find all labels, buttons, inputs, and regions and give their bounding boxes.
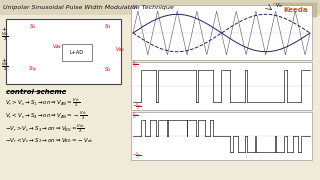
Text: $\frac{V_{dc}}{2}$: $\frac{V_{dc}}{2}$ <box>132 59 139 71</box>
Text: $\frac{V_{dc}}{2}$: $\frac{V_{dc}}{2}$ <box>1 31 9 43</box>
Text: $S_1$: $S_1$ <box>29 22 37 32</box>
Text: $V_m$: $V_m$ <box>275 2 284 10</box>
Text: $V_{AN}$: $V_{AN}$ <box>52 42 62 51</box>
Text: $+$: $+$ <box>1 56 7 64</box>
Text: $-\frac{V_{dc}}{2}$: $-\frac{V_{dc}}{2}$ <box>132 150 142 162</box>
Bar <box>273 3 317 17</box>
Text: $-\frac{V_{dc}}{2}$: $-\frac{V_{dc}}{2}$ <box>132 101 142 113</box>
Text: Keeda: Keeda <box>284 7 308 13</box>
Text: L+AD: L+AD <box>70 50 84 55</box>
Bar <box>62 44 92 61</box>
Text: $S_3$: $S_3$ <box>104 22 112 32</box>
Bar <box>0 0 320 15</box>
Bar <box>131 112 312 160</box>
Bar <box>131 5 312 60</box>
Bar <box>6 19 121 84</box>
Text: $S_{1p}$: $S_{1p}$ <box>28 65 38 75</box>
Text: $+$: $+$ <box>1 25 7 33</box>
Text: $-V_r < V_c \rightarrow S_2 \rightarrow on \Rightarrow V_{B0}=-V_{dc}$: $-V_r < V_c \rightarrow S_2 \rightarrow … <box>5 136 94 145</box>
Text: $V_r > V_c \rightarrow S_1 \rightarrow on \Rightarrow V_{AN}=\frac{V_{dc}}{2}$: $V_r > V_c \rightarrow S_1 \rightarrow o… <box>5 97 81 109</box>
Text: $V_r < V_c \rightarrow S_4 \rightarrow on \Rightarrow V_{AN}=-\frac{V_{dc}}{2}$: $V_r < V_c \rightarrow S_4 \rightarrow o… <box>5 110 87 122</box>
Bar <box>131 62 312 110</box>
Text: $\frac{V_{dc}}{2}$: $\frac{V_{dc}}{2}$ <box>132 110 139 122</box>
Text: $V_{BN}$: $V_{BN}$ <box>115 46 125 54</box>
Text: $V_c$: $V_c$ <box>132 4 139 12</box>
Text: control scheme: control scheme <box>6 89 66 95</box>
Text: $\frac{V_{dc}}{2}$: $\frac{V_{dc}}{2}$ <box>1 61 9 73</box>
Text: $S_2$: $S_2$ <box>104 66 112 75</box>
Text: Unipolar Sinusoidal Pulse Width Modulation Technique: Unipolar Sinusoidal Pulse Width Modulati… <box>3 5 174 10</box>
Text: $-V_r > V_c \rightarrow S_3 \rightarrow on \Rightarrow V_{B0}=\frac{V_{dc}}{2}$: $-V_r > V_c \rightarrow S_3 \rightarrow … <box>5 123 85 135</box>
